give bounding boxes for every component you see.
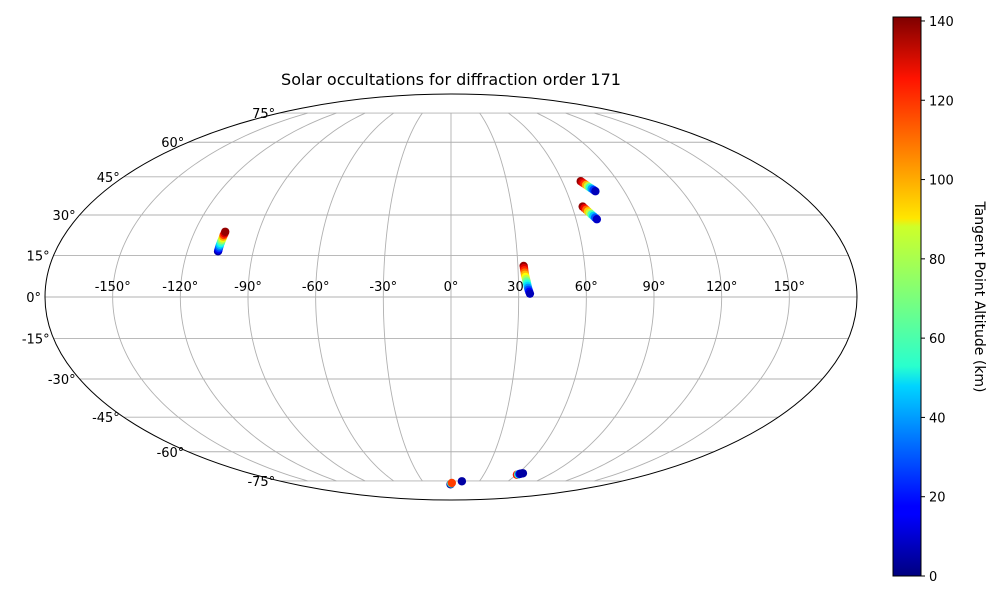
x-tick-labels: -150° -120° -90° -60° -30° 0° 30° 60° 90° 120° 150… <box>95 280 805 295</box>
y-tick-label: 30° <box>53 209 76 224</box>
y-tick-label: -15° <box>22 333 50 348</box>
y-tick-label: -45° <box>92 411 120 426</box>
colorbar-tick-label: 100 <box>929 174 954 189</box>
data-point <box>525 289 535 298</box>
colorbar-gradient <box>892 16 922 577</box>
data-point <box>518 469 528 478</box>
colorbar-tick-label: 120 <box>929 94 954 109</box>
y-tick-labels: 75° 60° 45° 30° 15° 0° -15° -30° -45° -60° -75° <box>22 107 275 490</box>
x-tick-label: 120° <box>706 280 737 295</box>
x-tick-label: 0° <box>444 280 459 295</box>
colorbar-tick-label: 40 <box>929 411 946 426</box>
y-tick-label: 60° <box>161 136 184 151</box>
y-tick-label: -75° <box>247 475 275 490</box>
data-points <box>213 177 602 489</box>
data-point <box>592 215 602 224</box>
y-tick-label: -60° <box>157 446 185 461</box>
x-tick-label: -120° <box>162 280 198 295</box>
y-tick-label: 45° <box>97 171 120 186</box>
y-tick-label: 75° <box>252 107 275 122</box>
x-tick-label: -150° <box>95 280 131 295</box>
data-point <box>221 227 230 236</box>
y-tick-label: -30° <box>48 373 76 388</box>
y-tick-label: 0° <box>26 291 41 306</box>
map-boundary <box>44 93 858 501</box>
colorbar-tick-label: 0 <box>929 570 937 585</box>
colorbar-tick-label: 20 <box>929 491 946 506</box>
x-tick-label: -60° <box>302 280 330 295</box>
x-tick-label: 90° <box>642 280 665 295</box>
colorbar: 0 20 40 60 80 100 120 140 Tangent Point Altitud… <box>892 15 987 585</box>
colorbar-tick-label: 60 <box>929 332 946 347</box>
x-tick-label: 60° <box>575 280 598 295</box>
x-tick-label: -90° <box>234 280 262 295</box>
colorbar-ticks: 0 20 40 60 80 100 120 140 <box>921 15 954 585</box>
colorbar-tick-label: 80 <box>929 253 946 268</box>
map-grid <box>45 112 857 482</box>
chart-title: Solar occultations for diffraction order… <box>281 70 621 89</box>
data-point <box>447 478 457 488</box>
x-tick-label: -30° <box>369 280 397 295</box>
colorbar-tick-label: 140 <box>929 15 954 30</box>
data-point <box>591 187 600 196</box>
data-point <box>457 477 467 486</box>
colorbar-label: Tangent Point Altitude (km) <box>971 200 987 392</box>
x-tick-label: 150° <box>774 280 805 295</box>
y-tick-label: 15° <box>27 249 50 264</box>
